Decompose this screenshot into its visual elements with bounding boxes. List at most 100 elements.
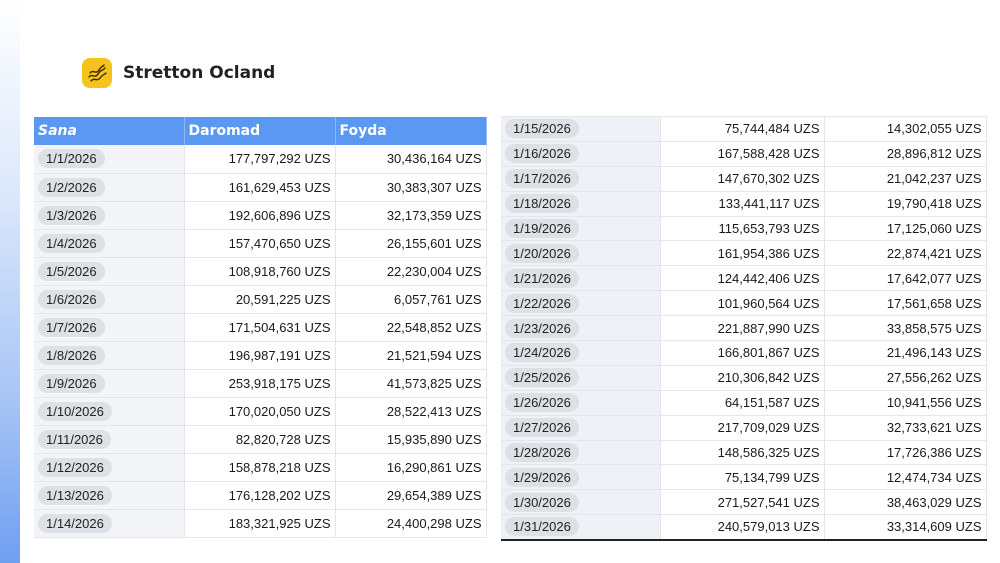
revenue-cell: 253,918,175 UZS bbox=[184, 369, 336, 398]
revenue-cell: 115,653,793 UZS bbox=[660, 216, 825, 242]
profit-cell: 27,556,262 UZS bbox=[824, 365, 987, 391]
profit-cell: 30,383,307 UZS bbox=[335, 173, 487, 202]
date-cell: 1/27/2026 bbox=[501, 415, 661, 441]
profit-cell: 41,573,825 UZS bbox=[335, 369, 487, 398]
revenue-cell: 124,442,406 UZS bbox=[660, 265, 825, 292]
table-row: 1/13/2026 176,128,202 UZS 29,654,389 UZS bbox=[34, 481, 487, 510]
date-chip: 1/26/2026 bbox=[505, 393, 579, 413]
date-chip: 1/16/2026 bbox=[505, 144, 579, 164]
profit-cell: 32,733,621 UZS bbox=[824, 415, 987, 441]
date-chip: 1/21/2026 bbox=[505, 268, 579, 288]
profit-cell: 15,935,890 UZS bbox=[335, 425, 487, 454]
profit-cell: 30,436,164 UZS bbox=[335, 145, 487, 174]
date-chip: 1/6/2026 bbox=[38, 289, 105, 309]
table-row: 1/1/2026 177,797,292 UZS 30,436,164 UZS bbox=[34, 145, 487, 174]
date-cell: 1/12/2026 bbox=[34, 453, 185, 482]
date-cell: 1/16/2026 bbox=[501, 141, 661, 167]
brand-name: Stretton Ocland bbox=[123, 62, 276, 83]
table-row: 1/31/2026 240,579,013 UZS 33,314,609 UZS bbox=[501, 514, 987, 541]
profit-cell: 19,790,418 UZS bbox=[824, 191, 987, 217]
table-row: 1/14/2026 183,321,925 UZS 24,400,298 UZS bbox=[34, 509, 487, 538]
date-cell: 1/30/2026 bbox=[501, 489, 661, 516]
date-cell: 1/10/2026 bbox=[34, 397, 185, 426]
date-cell: 1/3/2026 bbox=[34, 201, 185, 230]
table-row: 1/16/2026 167,588,428 UZS 28,896,812 UZS bbox=[501, 141, 987, 167]
profit-cell: 17,561,658 UZS bbox=[824, 290, 987, 317]
revenue-cell: 161,954,386 UZS bbox=[660, 240, 825, 267]
profit-cell: 14,302,055 UZS bbox=[824, 116, 987, 142]
revenue-cell: 108,918,760 UZS bbox=[184, 257, 336, 286]
profit-cell: 12,474,734 UZS bbox=[824, 464, 987, 491]
date-cell: 1/25/2026 bbox=[501, 365, 661, 391]
table-row: 1/24/2026 166,801,867 UZS 21,496,143 UZS bbox=[501, 340, 987, 366]
table-row: 1/22/2026 101,960,564 UZS 17,561,658 UZS bbox=[501, 290, 987, 317]
date-cell: 1/7/2026 bbox=[34, 313, 185, 342]
profit-cell: 10,941,556 UZS bbox=[824, 390, 987, 416]
date-chip: 1/9/2026 bbox=[38, 373, 105, 393]
date-cell: 1/31/2026 bbox=[501, 514, 661, 541]
table-row: 1/28/2026 148,586,325 UZS 17,726,386 UZS bbox=[501, 440, 987, 466]
table-row: 1/3/2026 192,606,896 UZS 32,173,359 UZS bbox=[34, 201, 487, 230]
date-cell: 1/15/2026 bbox=[501, 116, 661, 142]
revenue-cell: 196,987,191 UZS bbox=[184, 341, 336, 370]
date-chip: 1/3/2026 bbox=[38, 205, 105, 225]
table-row: 1/27/2026 217,709,029 UZS 32,733,621 UZS bbox=[501, 415, 987, 441]
date-chip: 1/28/2026 bbox=[505, 443, 579, 463]
profit-cell: 28,896,812 UZS bbox=[824, 141, 987, 167]
revenue-cell: 148,586,325 UZS bbox=[660, 440, 825, 466]
date-cell: 1/17/2026 bbox=[501, 166, 661, 192]
date-chip: 1/24/2026 bbox=[505, 343, 579, 363]
column-header-profit: Foyda bbox=[335, 117, 487, 145]
revenue-cell: 240,579,013 UZS bbox=[660, 514, 825, 541]
revenue-cell: 171,504,631 UZS bbox=[184, 313, 336, 342]
profit-cell: 38,463,029 UZS bbox=[824, 489, 987, 516]
daily-finance-table-left: Sana Daromad Foyda 1/1/2026 177,797,292 U… bbox=[34, 117, 487, 538]
date-cell: 1/21/2026 bbox=[501, 265, 661, 292]
revenue-cell: 82,820,728 UZS bbox=[184, 425, 336, 454]
date-chip: 1/29/2026 bbox=[505, 467, 579, 487]
table-row: 1/18/2026 133,441,117 UZS 19,790,418 UZS bbox=[501, 191, 987, 217]
wavy-lines-icon bbox=[82, 57, 112, 88]
revenue-cell: 158,878,218 UZS bbox=[184, 453, 336, 482]
revenue-cell: 167,588,428 UZS bbox=[660, 141, 825, 167]
date-chip: 1/2/2026 bbox=[38, 177, 105, 197]
profit-cell: 28,522,413 UZS bbox=[335, 397, 487, 426]
profit-cell: 21,042,237 UZS bbox=[824, 166, 987, 192]
profit-cell: 22,548,852 UZS bbox=[335, 313, 487, 342]
date-chip: 1/17/2026 bbox=[505, 169, 579, 189]
profit-cell: 17,726,386 UZS bbox=[824, 440, 987, 466]
revenue-cell: 192,606,896 UZS bbox=[184, 201, 336, 230]
date-chip: 1/13/2026 bbox=[38, 485, 112, 505]
revenue-cell: 64,151,587 UZS bbox=[660, 390, 825, 416]
table-row: 1/19/2026 115,653,793 UZS 17,125,060 UZS bbox=[501, 216, 987, 242]
date-chip: 1/12/2026 bbox=[38, 457, 112, 477]
table-row: 1/2/2026 161,629,453 UZS 30,383,307 UZS bbox=[34, 173, 487, 202]
table-header-row: Sana Daromad Foyda bbox=[34, 117, 487, 145]
date-cell: 1/19/2026 bbox=[501, 216, 661, 242]
table-row: 1/17/2026 147,670,302 UZS 21,042,237 UZS bbox=[501, 166, 987, 192]
revenue-cell: 176,128,202 UZS bbox=[184, 481, 336, 510]
revenue-cell: 177,797,292 UZS bbox=[184, 145, 336, 174]
revenue-cell: 157,470,650 UZS bbox=[184, 229, 336, 258]
date-chip: 1/22/2026 bbox=[505, 293, 579, 313]
date-chip: 1/1/2026 bbox=[38, 149, 105, 169]
date-cell: 1/23/2026 bbox=[501, 315, 661, 342]
date-cell: 1/20/2026 bbox=[501, 240, 661, 267]
table-row: 1/8/2026 196,987,191 UZS 21,521,594 UZS bbox=[34, 341, 487, 370]
profit-cell: 24,400,298 UZS bbox=[335, 509, 487, 538]
table-row: 1/20/2026 161,954,386 UZS 22,874,421 UZS bbox=[501, 240, 987, 267]
revenue-cell: 75,744,484 UZS bbox=[660, 116, 825, 142]
date-chip: 1/5/2026 bbox=[38, 261, 105, 281]
revenue-cell: 147,670,302 UZS bbox=[660, 166, 825, 192]
date-chip: 1/7/2026 bbox=[38, 317, 105, 337]
date-chip: 1/8/2026 bbox=[38, 345, 105, 365]
date-chip: 1/31/2026 bbox=[505, 517, 579, 537]
table-row: 1/29/2026 75,134,799 UZS 12,474,734 UZS bbox=[501, 464, 987, 491]
revenue-cell: 161,629,453 UZS bbox=[184, 173, 336, 202]
profit-cell: 22,230,004 UZS bbox=[335, 257, 487, 286]
table-row: 1/4/2026 157,470,650 UZS 26,155,601 UZS bbox=[34, 229, 487, 258]
table-row: 1/7/2026 171,504,631 UZS 22,548,852 UZS bbox=[34, 313, 487, 342]
profit-cell: 21,496,143 UZS bbox=[824, 340, 987, 366]
date-cell: 1/13/2026 bbox=[34, 481, 185, 510]
table-row: 1/10/2026 170,020,050 UZS 28,522,413 UZS bbox=[34, 397, 487, 426]
